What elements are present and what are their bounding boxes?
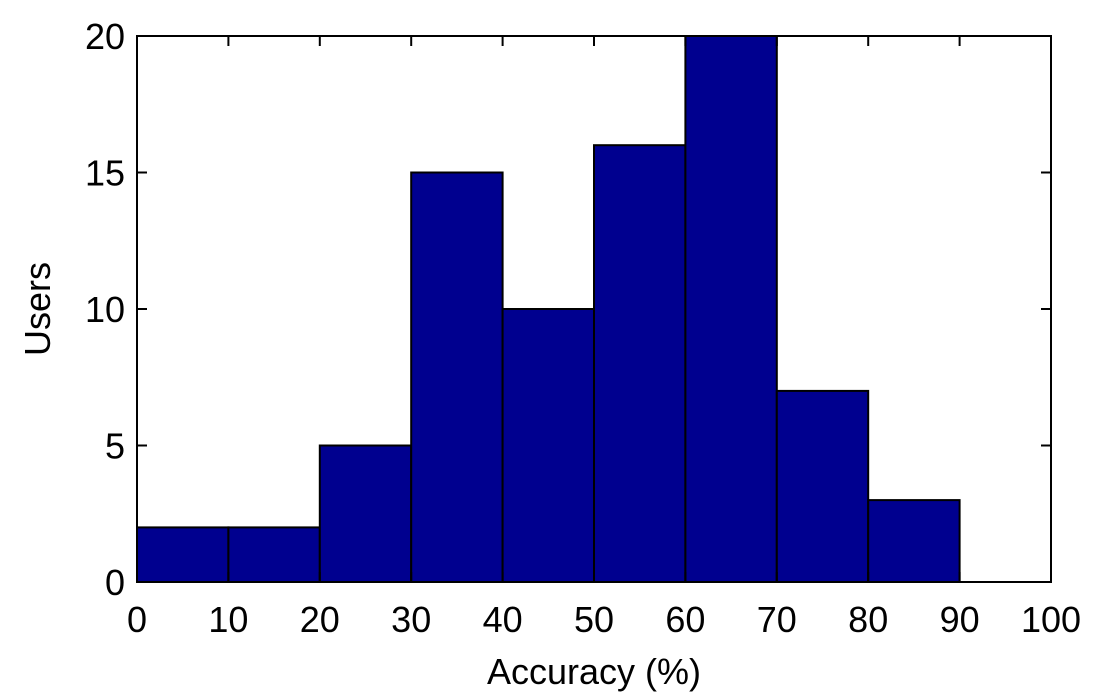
histogram-bar bbox=[867, 499, 961, 584]
histogram-bar bbox=[593, 144, 687, 583]
x-tick-label: 30 bbox=[391, 599, 431, 640]
histogram-bar bbox=[136, 526, 230, 584]
histogram-bar bbox=[227, 526, 321, 584]
ticks-group bbox=[136, 35, 1052, 583]
x-axis-label: Accuracy (%) bbox=[487, 651, 701, 692]
histogram-bar bbox=[410, 171, 504, 583]
x-tick-label: 10 bbox=[208, 599, 248, 640]
histogram-bar bbox=[775, 389, 870, 583]
x-tick-label: 50 bbox=[574, 599, 614, 640]
bars-group bbox=[136, 35, 961, 584]
y-tick-label: 15 bbox=[85, 153, 125, 194]
y-axis-label: Users bbox=[17, 262, 58, 356]
y-tick-labels: 0 5 10 15 20 bbox=[85, 16, 125, 603]
x-tick-labels: 0 10 20 30 40 50 60 70 80 90 100 bbox=[127, 599, 1081, 640]
y-tick-label: 5 bbox=[105, 426, 125, 467]
x-tick-label: 70 bbox=[757, 599, 797, 640]
histogram-bar bbox=[501, 308, 596, 583]
x-tick-label: 40 bbox=[483, 599, 523, 640]
histogram-bar bbox=[318, 444, 413, 583]
x-tick-label: 80 bbox=[848, 599, 888, 640]
x-tick-label: 100 bbox=[1021, 599, 1081, 640]
x-tick-label: 90 bbox=[940, 599, 980, 640]
x-tick-label: 0 bbox=[127, 599, 147, 640]
y-tick-label: 0 bbox=[105, 562, 125, 603]
histogram-bar bbox=[684, 35, 778, 583]
y-tick-label: 20 bbox=[85, 16, 125, 57]
x-tick-label: 60 bbox=[665, 599, 705, 640]
x-tick-label: 20 bbox=[300, 599, 340, 640]
y-tick-label: 10 bbox=[85, 289, 125, 330]
